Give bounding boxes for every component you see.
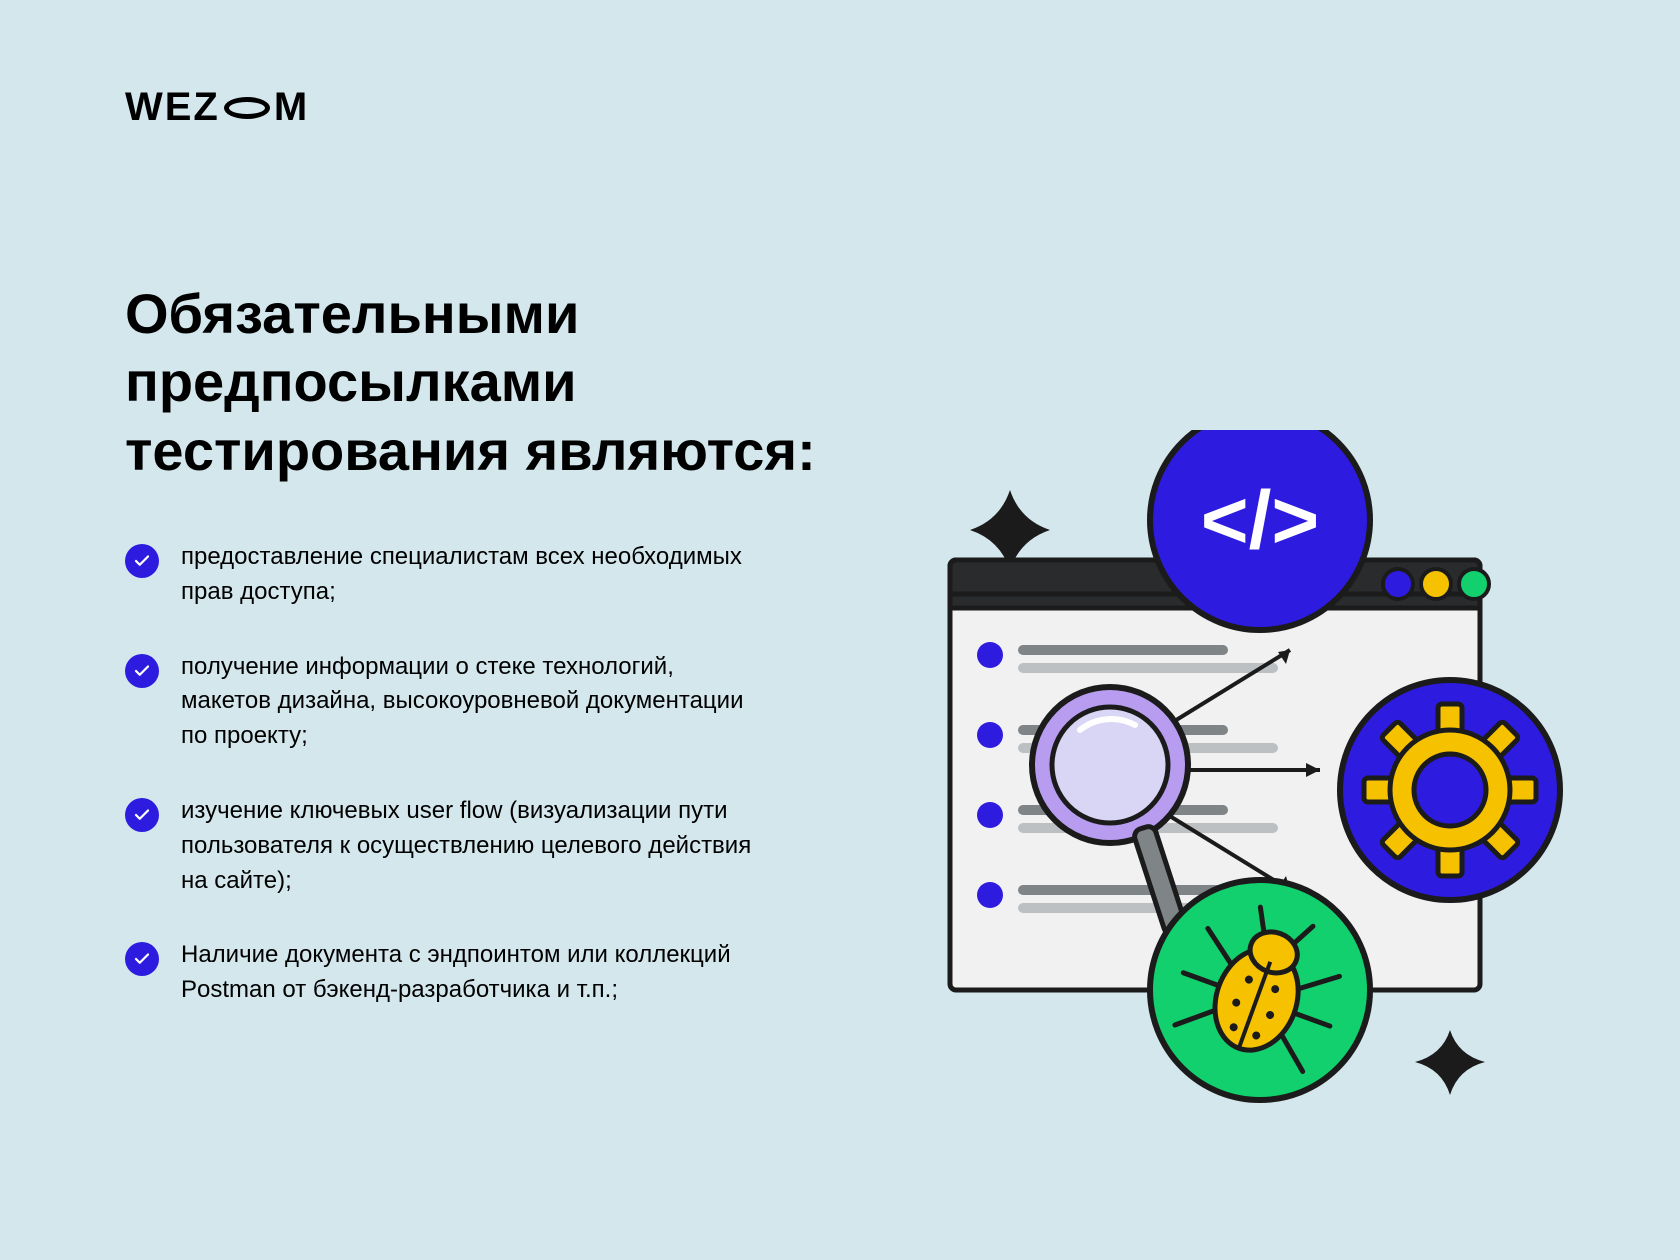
svg-text:</>: </>: [1201, 475, 1320, 566]
list-item-text: изучение ключевых user flow (визуализаци…: [181, 794, 765, 898]
check-icon: [125, 654, 159, 688]
page-title: Обязательными предпосылками тестирования…: [125, 280, 885, 485]
testing-illustration: </>: [890, 430, 1590, 1130]
list-item-text: получение информации о стеке технологий,…: [181, 650, 765, 754]
list-item: получение информации о стеке технологий,…: [125, 650, 765, 754]
list-item: предоставление специалистам всех необход…: [125, 540, 765, 610]
gear-badge-icon: [1340, 680, 1560, 900]
sparkle-icon: [1415, 1030, 1485, 1095]
brand-post: M: [274, 85, 309, 130]
check-icon: [125, 544, 159, 578]
list-item: изучение ключевых user flow (визуализаци…: [125, 794, 765, 898]
list-item: Наличие документа с эндпоинтом или колле…: [125, 938, 765, 1008]
bug-badge-icon: [1150, 880, 1370, 1100]
brand-logo: WEZ M: [125, 85, 1555, 130]
check-icon: [125, 798, 159, 832]
page: WEZ M Обязательными предпосылками тестир…: [0, 0, 1680, 1260]
list-item-text: предоставление специалистам всех необход…: [181, 540, 765, 610]
check-icon: [125, 942, 159, 976]
brand-pre: WEZ: [125, 85, 220, 130]
bullet-list: предоставление специалистам всех необход…: [125, 540, 765, 1008]
brand-eye-icon: [224, 97, 270, 119]
code-badge-icon: </>: [1150, 430, 1370, 630]
list-item-text: Наличие документа с эндпоинтом или колле…: [181, 938, 765, 1008]
